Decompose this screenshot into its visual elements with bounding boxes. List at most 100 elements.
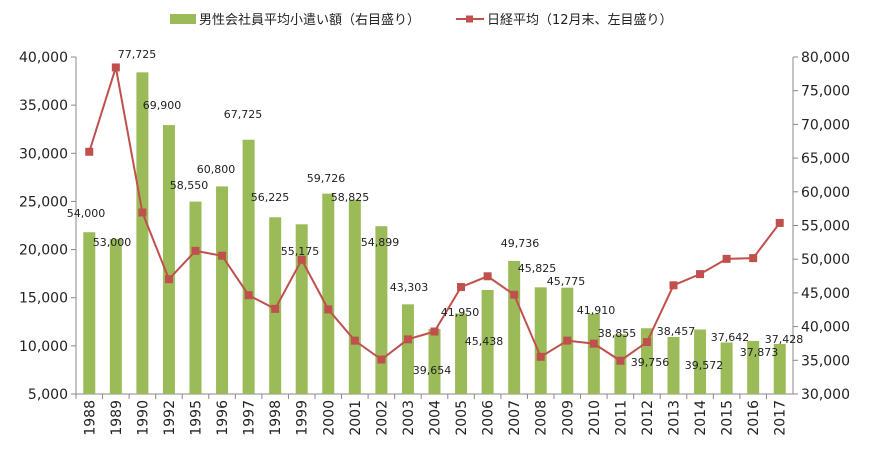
nikkei-marker [324, 305, 333, 314]
x-tick-label: 2005 [454, 400, 470, 436]
bar-data-label: 37,642 [711, 331, 750, 344]
right-tick-label: 35,000 [801, 353, 850, 369]
x-tick-label: 1995 [189, 400, 205, 436]
bar [455, 313, 468, 394]
bar-data-label: 38,855 [598, 327, 637, 340]
bar-data-label: 69,900 [143, 99, 182, 112]
x-tick-label: 2014 [693, 400, 709, 436]
bar [216, 186, 229, 394]
left-tick-label: 40,000 [19, 50, 68, 66]
right-tick-label: 50,000 [801, 252, 850, 268]
bar [242, 139, 255, 394]
nikkei-marker [350, 336, 359, 345]
bar-data-label: 45,825 [518, 262, 557, 275]
nikkei-marker [138, 208, 147, 217]
bar [534, 287, 547, 394]
x-tick-label: 2010 [587, 400, 603, 436]
left-tick-label: 5,000 [28, 387, 68, 403]
nikkei-marker [536, 352, 545, 361]
x-tick-label: 2015 [720, 400, 736, 436]
nikkei-marker [111, 63, 120, 72]
nikkei-marker [775, 218, 784, 227]
nikkei-marker [271, 304, 280, 313]
bar-data-label: 39,756 [631, 356, 670, 369]
nikkei-marker [164, 275, 173, 284]
bar-data-label: 39,654 [413, 364, 452, 377]
x-tick-label: 2013 [667, 400, 683, 436]
bar-data-label: 43,303 [390, 281, 429, 294]
bar [667, 336, 680, 394]
nikkei-marker [589, 339, 598, 348]
nikkei-marker [722, 254, 731, 263]
bar-data-label: 67,725 [224, 108, 263, 121]
nikkei-marker [749, 254, 758, 263]
nikkei-marker [377, 355, 386, 364]
left-tick-label: 35,000 [19, 98, 68, 114]
x-tick-label: 1999 [295, 400, 311, 436]
nikkei-marker [457, 283, 466, 292]
x-tick-label: 2007 [507, 400, 523, 436]
x-tick-label: 2001 [348, 400, 364, 436]
bar [322, 193, 335, 394]
bar-data-label: 37,428 [765, 333, 804, 346]
nikkei-marker [218, 251, 227, 260]
bar [109, 238, 122, 394]
legend-bar-swatch [170, 14, 196, 24]
bar [694, 329, 707, 394]
x-tick-label: 2011 [613, 400, 629, 436]
nikkei-marker [403, 335, 412, 344]
bar-data-label: 49,736 [501, 237, 540, 250]
right-tick-label: 80,000 [801, 50, 850, 66]
nikkei-marker [85, 147, 94, 156]
legend-line-marker [466, 15, 473, 23]
bar-data-label: 58,550 [170, 179, 209, 192]
bar [508, 260, 521, 394]
x-tick-label: 2016 [746, 400, 762, 436]
legend-bar-label: 男性会社員平均小遣い額（右目盛り） [199, 12, 420, 28]
x-tick-label: 2012 [640, 400, 656, 436]
right-tick-label: 45,000 [801, 286, 850, 302]
bar-data-label: 58,825 [331, 191, 370, 204]
bar [428, 328, 441, 394]
legend-line-label: 日経平均（12月末、左目盛り） [487, 13, 673, 28]
bar-data-label: 45,775 [547, 275, 586, 288]
left-tick-label: 20,000 [19, 243, 68, 259]
nikkei-marker [483, 272, 492, 281]
x-tick-label: 1989 [109, 400, 125, 436]
nikkei-marker [510, 290, 519, 299]
bar [83, 232, 96, 394]
left-tick-label: 30,000 [19, 146, 68, 162]
nikkei-marker [244, 291, 253, 300]
right-tick-label: 65,000 [801, 151, 850, 167]
right-tick-label: 40,000 [801, 320, 850, 336]
x-tick-label: 2008 [534, 400, 550, 436]
nikkei-marker [696, 270, 705, 279]
x-tick-label: 2004 [428, 400, 444, 436]
bar [481, 289, 494, 394]
bar [401, 304, 414, 394]
bar [587, 313, 600, 394]
bar-data-label: 55,175 [281, 245, 320, 258]
x-tick-label: 1988 [82, 400, 98, 436]
x-tick-label: 2003 [401, 400, 417, 436]
nikkei-marker [563, 336, 572, 345]
bar [747, 340, 760, 394]
x-tick-label: 2000 [321, 400, 337, 436]
bar [375, 226, 388, 394]
bar-data-label: 53,000 [93, 236, 132, 249]
bar-data-label: 38,457 [657, 325, 696, 338]
bar [162, 125, 175, 394]
bar-data-label: 54,000 [67, 207, 106, 220]
x-tick-label: 1998 [268, 400, 284, 436]
bar-data-label: 59,726 [307, 172, 346, 185]
right-tick-label: 75,000 [801, 84, 850, 100]
bar-data-label: 37,873 [740, 346, 779, 359]
x-tick-label: 2002 [374, 400, 390, 436]
bar [136, 72, 149, 395]
x-tick-label: 1996 [215, 400, 231, 436]
bar [189, 201, 202, 394]
bar [773, 343, 786, 394]
left-tick-label: 15,000 [19, 291, 68, 307]
bar-data-label: 41,910 [577, 304, 616, 317]
